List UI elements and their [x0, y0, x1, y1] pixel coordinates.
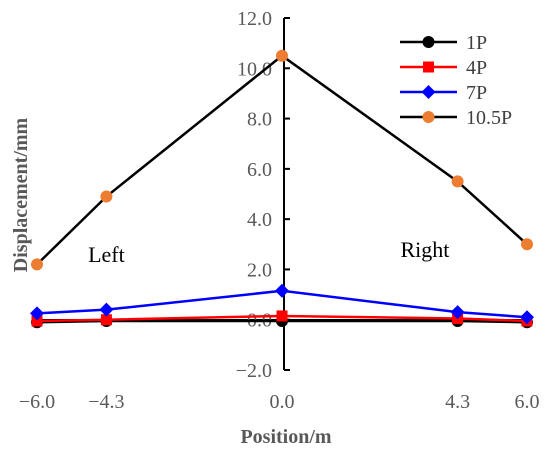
data-point [100, 190, 113, 203]
x-axis-title: Position/m [240, 426, 331, 448]
data-point [275, 283, 289, 298]
y-tick-label: 12.0 [237, 8, 272, 30]
series-line [36, 54, 528, 266]
data-point [521, 238, 533, 251]
series-4 [31, 49, 533, 271]
x-tick-label: 0.0 [270, 391, 295, 413]
y-tick-label: −2.0 [236, 360, 272, 382]
y-tick-label: 6.0 [247, 159, 272, 181]
annotation-label: Right [400, 237, 449, 262]
axes: −2.00.02.04.06.08.010.012.0−6.0 −4.3 0.0 4.… [19, 8, 540, 413]
series-3 [30, 283, 534, 325]
y-axis-title: Displacement/mm [10, 117, 32, 272]
legend-label: 7P [466, 82, 487, 104]
legend-entry: 10.5P [400, 107, 512, 129]
legend-label: 1P [466, 32, 487, 54]
x-tick-label: −6.0 [19, 391, 55, 413]
x-tick-label: 4.3 [445, 391, 470, 413]
legend-entry: 7P [400, 82, 487, 104]
legend-label: 4P [466, 57, 487, 79]
data-point [30, 306, 44, 321]
legend-entry: 1P [400, 32, 487, 54]
legend-label: 10.5P [466, 107, 512, 129]
annotations: Left Right [88, 237, 449, 267]
legend-marker [422, 111, 435, 123]
data-point [276, 49, 288, 62]
legend-marker [422, 36, 435, 48]
y-tick-label: 2.0 [247, 259, 272, 281]
data-point [276, 310, 288, 322]
data-point [31, 258, 43, 271]
legend-entry: 4P [400, 57, 487, 79]
data-point [451, 175, 464, 188]
data-point [520, 310, 534, 325]
legend-marker [421, 85, 436, 99]
y-tick-label: 10.0 [237, 58, 272, 80]
data-point [31, 315, 43, 327]
x-tick-label: 6.0 [515, 391, 540, 413]
legend: 1P 4P 7P 10.5P [400, 32, 512, 129]
data-point [100, 314, 112, 326]
y-tick-label: 4.0 [247, 209, 272, 231]
legend-marker [423, 61, 434, 73]
x-tick-label: −4.3 [88, 391, 124, 413]
data-point [99, 302, 114, 317]
annotation-label: Left [88, 242, 125, 267]
data-point [450, 305, 465, 320]
series-layer [30, 49, 534, 329]
y-tick-label: 8.0 [247, 109, 272, 131]
